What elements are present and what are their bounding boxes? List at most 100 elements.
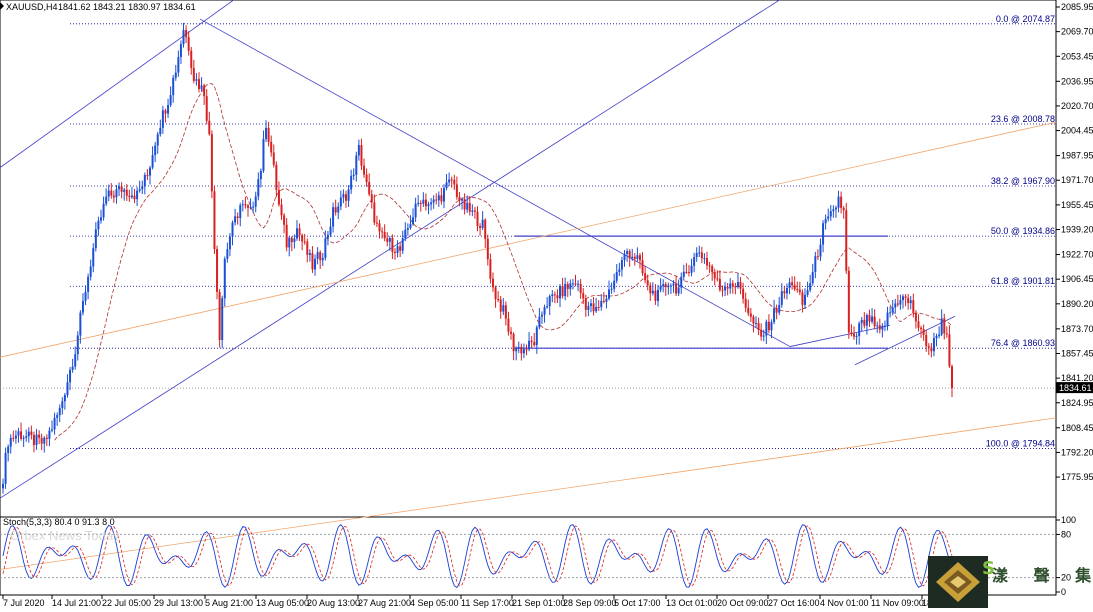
candle-body [174, 72, 177, 78]
candle-body [221, 298, 224, 340]
candle-body [383, 231, 386, 239]
candle-body [445, 182, 448, 189]
stoch-plot-frame [0, 516, 1057, 596]
candle-body [559, 286, 562, 299]
candle-body [734, 286, 737, 288]
logo-emblem-icon [928, 556, 988, 608]
time-tick-label: 20 Oct 09:00 [717, 598, 769, 608]
candle-body [742, 288, 745, 299]
candle-body [306, 241, 309, 255]
time-tick-label: 5 Aug 21:00 [205, 598, 253, 608]
candle-body [257, 179, 260, 197]
candle-body [553, 294, 556, 296]
candle-body [20, 431, 23, 439]
fibonacci-levels: 0.0 @ 2074.87 23.6 @ 2008.78 38.2 @ 1967.9… [0, 14, 1056, 449]
candle-body [352, 174, 355, 176]
candle-body [507, 318, 510, 332]
candle-body [218, 291, 221, 340]
channel-upper-line [0, 0, 235, 168]
price-tick-label: 2004.45 [1061, 126, 1093, 136]
candle-body [332, 207, 335, 227]
candle-body [793, 285, 796, 290]
candle-body [249, 207, 252, 209]
candle-body [891, 307, 894, 313]
candle-body [84, 291, 87, 302]
candle-body [14, 435, 17, 439]
candle-body [798, 289, 801, 293]
candle-body [316, 252, 319, 259]
candle-body [626, 251, 629, 254]
candle-body [396, 246, 399, 253]
candle-body [123, 189, 126, 192]
candle-body [943, 318, 946, 334]
candle-body [695, 253, 698, 258]
candle-body [275, 164, 278, 191]
candle-body [481, 219, 484, 228]
candle-body [814, 256, 817, 272]
candle-body [267, 127, 270, 142]
candle-body [154, 145, 157, 156]
candle-body [700, 252, 703, 259]
price-tick-label: 1890.20 [1061, 299, 1093, 309]
candle-body [190, 50, 193, 68]
candle-body [930, 347, 933, 352]
candle-body [932, 338, 935, 352]
candle-body [89, 266, 92, 277]
candle-body [71, 366, 74, 370]
stoch-main-line [2, 523, 953, 589]
candle-body [713, 271, 716, 279]
candle-body [461, 199, 464, 201]
candle-body [664, 284, 667, 288]
candle-body [344, 194, 347, 201]
candle-body [223, 258, 226, 299]
candle-body [50, 429, 53, 431]
candle-body [749, 313, 752, 317]
candle-body [208, 120, 211, 135]
candle-body [883, 325, 886, 327]
candle-body [703, 258, 706, 260]
candle-body [241, 204, 244, 206]
candle-body [125, 189, 128, 196]
candle-body [453, 179, 456, 185]
stoch-tick-label: 20 [1061, 573, 1071, 583]
candle-body [646, 280, 649, 286]
candle-body [295, 228, 298, 239]
candle-body [868, 315, 871, 322]
price-tick-label: 1857.45 [1061, 348, 1093, 358]
candle-body [654, 290, 657, 301]
candle-body [298, 228, 301, 236]
candle-body [832, 209, 835, 212]
candle-body [767, 321, 770, 331]
candle-body [228, 236, 231, 250]
candle-body [747, 307, 750, 314]
candle-body [179, 44, 182, 57]
candle-body [912, 300, 915, 314]
candle-body [865, 315, 868, 326]
candle-body [649, 285, 652, 294]
candle-body [729, 283, 732, 289]
candle-body [657, 289, 660, 301]
candle-body [412, 217, 415, 225]
candle-body [130, 195, 133, 198]
candle-body [628, 251, 631, 259]
candle-body [809, 283, 812, 291]
candle-body [432, 199, 435, 203]
candle-body [608, 289, 611, 299]
candle-body [620, 260, 623, 270]
candle-body [185, 29, 188, 38]
candle-body [566, 283, 569, 289]
candle-body [236, 216, 239, 219]
candle-body [847, 270, 850, 333]
candle-body [579, 283, 582, 294]
time-tick-label: 13 Aug 05:00 [256, 598, 309, 608]
candle-body [373, 202, 376, 223]
price-tick-label: 1987.95 [1061, 151, 1093, 161]
candle-body [564, 283, 567, 297]
candle-body [834, 207, 837, 210]
candle-body [909, 300, 912, 304]
candle-body [484, 219, 487, 239]
moving-average-line [54, 83, 953, 441]
candle-body [669, 285, 672, 287]
candle-body [107, 190, 110, 197]
